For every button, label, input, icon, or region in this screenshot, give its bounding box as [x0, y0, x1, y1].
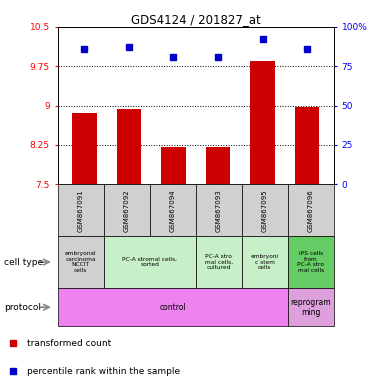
Bar — [72, 114, 96, 184]
Bar — [288, 288, 334, 326]
Text: GSM867093: GSM867093 — [216, 189, 222, 232]
Text: GSM867094: GSM867094 — [170, 189, 176, 232]
Text: protocol: protocol — [4, 303, 41, 312]
Text: control: control — [159, 303, 186, 312]
Bar — [104, 184, 150, 236]
Bar — [58, 184, 104, 236]
Bar — [206, 147, 230, 184]
Text: GSM867091: GSM867091 — [78, 189, 83, 232]
Bar — [104, 236, 196, 288]
Bar — [150, 184, 196, 236]
Text: cell type: cell type — [4, 258, 43, 266]
Bar — [161, 147, 186, 184]
Bar — [242, 236, 288, 288]
Text: PC-A stro
mal cells,
cultured: PC-A stro mal cells, cultured — [205, 254, 233, 270]
Text: GSM867095: GSM867095 — [262, 189, 268, 232]
Title: GDS4124 / 201827_at: GDS4124 / 201827_at — [131, 13, 260, 26]
Text: reprogram
ming: reprogram ming — [290, 298, 331, 316]
Text: PC-A stromal cells,
sorted: PC-A stromal cells, sorted — [122, 257, 177, 267]
Text: embryonal
carcinoma
NCCIT
cells: embryonal carcinoma NCCIT cells — [65, 252, 96, 273]
Bar — [58, 288, 288, 326]
Text: GSM867092: GSM867092 — [124, 189, 129, 232]
Text: percentile rank within the sample: percentile rank within the sample — [27, 367, 180, 376]
Text: embryoni
c stem
cells: embryoni c stem cells — [251, 254, 279, 270]
Text: GSM867096: GSM867096 — [308, 189, 314, 232]
Bar — [196, 184, 242, 236]
Bar — [288, 236, 334, 288]
Bar — [242, 184, 288, 236]
Text: iPS cells
from
PC-A stro
mal cells: iPS cells from PC-A stro mal cells — [298, 252, 324, 273]
Bar — [288, 184, 334, 236]
Bar — [250, 61, 275, 184]
Bar — [196, 236, 242, 288]
Bar — [58, 236, 104, 288]
Bar — [295, 107, 319, 184]
Bar — [116, 109, 141, 184]
Text: transformed count: transformed count — [27, 339, 112, 348]
